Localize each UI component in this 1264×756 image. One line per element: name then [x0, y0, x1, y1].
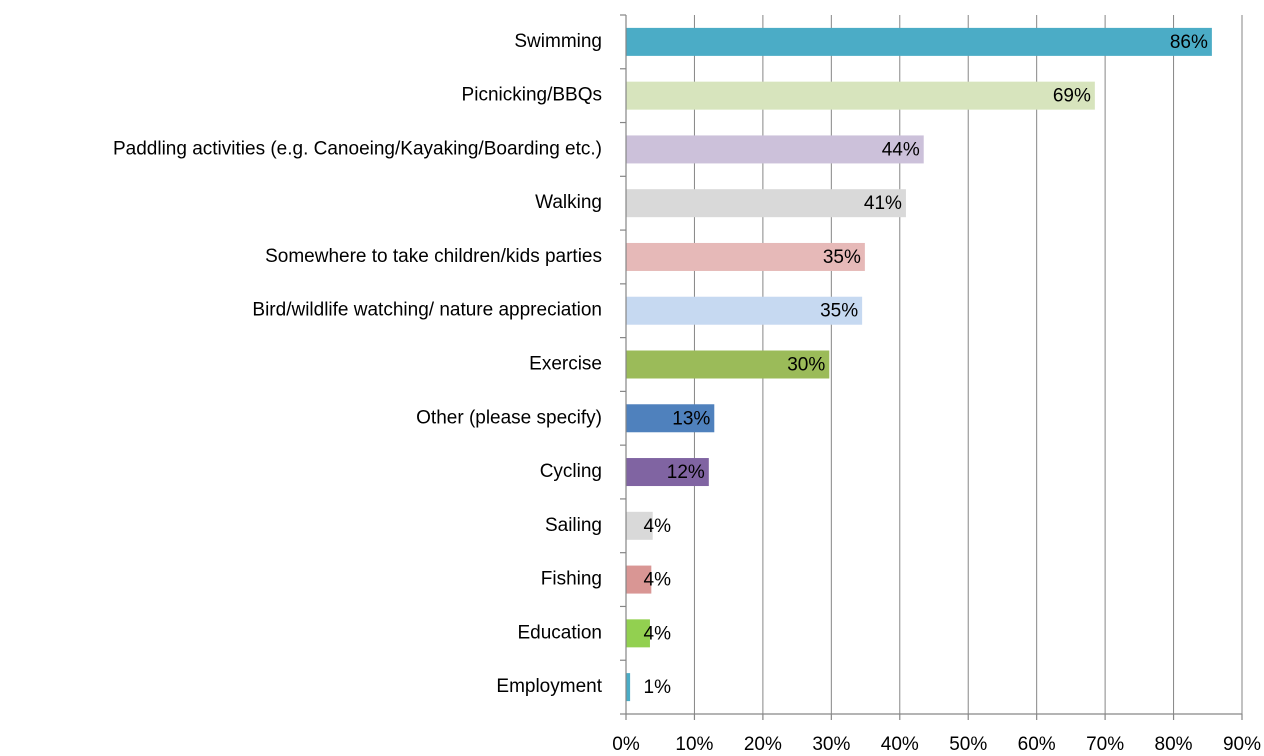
bar: [626, 135, 924, 164]
y-tick-label: Other (please specify): [416, 407, 602, 428]
x-tick-label: 90%: [1223, 734, 1261, 755]
x-tick-label: 80%: [1155, 734, 1193, 755]
value-label: 4%: [644, 570, 672, 591]
x-tick-label: 20%: [744, 734, 782, 755]
y-tick-label: Cycling: [540, 461, 602, 482]
bar: [626, 189, 906, 218]
x-tick-label: 70%: [1086, 734, 1124, 755]
bar: [626, 242, 865, 271]
x-tick-label: 60%: [1018, 734, 1056, 755]
y-tick-label: Picnicking/BBQs: [462, 85, 602, 106]
y-tick-label: Bird/wildlife watching/ nature appreciat…: [252, 300, 602, 321]
bar: [626, 350, 830, 379]
y-tick-label: Sailing: [545, 515, 602, 536]
bar: [626, 511, 653, 540]
y-tick-label: Fishing: [541, 569, 602, 590]
bar: [626, 619, 650, 648]
bar: [626, 458, 709, 487]
value-label: 13%: [672, 408, 710, 429]
value-label: 44%: [882, 139, 920, 160]
x-tick-label: 0%: [612, 734, 640, 755]
x-tick-label: 40%: [881, 734, 919, 755]
x-tick-label: 50%: [949, 734, 987, 755]
y-tick-label: Education: [517, 622, 602, 643]
bar: [626, 404, 715, 433]
y-tick-label: Exercise: [529, 354, 602, 375]
value-label: 4%: [644, 516, 672, 537]
value-label: 1%: [644, 677, 672, 698]
x-tick-label: 30%: [812, 734, 850, 755]
x-tick-label: 10%: [675, 734, 713, 755]
bar: [626, 673, 631, 702]
value-label: 69%: [1053, 86, 1091, 107]
y-tick-label: Swimming: [514, 31, 602, 52]
value-label: 12%: [667, 462, 705, 483]
value-label: 41%: [864, 193, 902, 214]
y-tick-label: Paddling activities (e.g. Canoeing/Kayak…: [113, 138, 602, 159]
bar: [626, 81, 1095, 110]
value-label: 35%: [823, 247, 861, 268]
value-label: 30%: [787, 355, 825, 376]
y-tick-label: Walking: [535, 192, 602, 213]
y-tick-label: Somewhere to take children/kids parties: [265, 246, 602, 267]
value-label: 4%: [644, 623, 672, 644]
value-label: 86%: [1170, 32, 1208, 53]
value-label: 35%: [820, 301, 858, 322]
bar: [626, 27, 1212, 56]
y-tick-label: Employment: [496, 676, 602, 697]
bar: [626, 296, 863, 325]
bar: [626, 565, 652, 594]
